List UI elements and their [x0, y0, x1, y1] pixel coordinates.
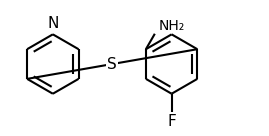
- Text: NH₂: NH₂: [159, 19, 185, 33]
- Text: N: N: [47, 16, 59, 31]
- Text: S: S: [107, 57, 117, 72]
- Text: F: F: [167, 114, 176, 129]
